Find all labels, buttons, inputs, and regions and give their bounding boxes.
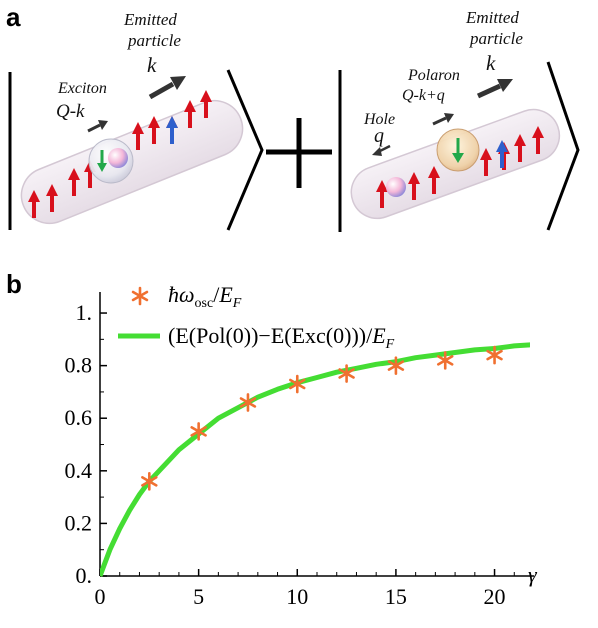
spin-up-icon (68, 168, 80, 196)
x-tick-label: 0 (95, 584, 106, 609)
polaron-label: Polaron (407, 67, 460, 84)
polaron-momentum: Q-k+q (402, 87, 445, 104)
left-emitted-momentum: k (147, 53, 157, 77)
spin-up-icon (184, 100, 196, 128)
data-point-asterisk (141, 472, 158, 491)
x-tick-label: 5 (193, 584, 204, 609)
data-point-asterisk (338, 364, 355, 383)
left-emitted-label-line1: Emitted (123, 10, 177, 29)
right-emitted-momentum: k (486, 51, 496, 75)
hole-momentum: q (374, 125, 384, 147)
y-tick-label: 1. (76, 300, 93, 325)
spin-up-icon (408, 172, 420, 200)
spin-up-icon (148, 116, 160, 144)
data-point-asterisk (387, 356, 405, 375)
y-tick-label: 0.6 (65, 405, 93, 430)
panel-b-letter: b (6, 269, 22, 299)
legend-asterisk-marker (131, 286, 149, 306)
exciton-hole-ball (108, 148, 128, 168)
series-oscillation-frequency (141, 345, 503, 491)
hole-momentum-arrow-icon (372, 144, 391, 156)
spin-up-icon (200, 90, 212, 118)
exciton-momentum: Q-k (56, 101, 85, 122)
x-tick-label: 20 (484, 584, 506, 609)
data-point-asterisk (436, 351, 454, 370)
data-point-asterisk (289, 374, 306, 394)
y-axis-ticks: 0. 0.2 0.4 0.6 0.8 1. (65, 300, 107, 588)
legend-entry-oscillation: ħωosc/EF (168, 282, 242, 311)
left-spin-chain (28, 90, 212, 218)
spin-up-icon (514, 134, 526, 162)
x-axis-label: γ (528, 562, 538, 587)
spin-up-icon (376, 180, 388, 208)
left-state-ket: Emitted particle k Exciton Q-k (8, 10, 264, 231)
x-axis-ticks: 0 5 10 15 20 (95, 569, 515, 609)
right-emitted-label-line1: Emitted (465, 8, 519, 27)
right-emitted-label-line2: particle (469, 29, 523, 48)
hole-label: Hole (363, 111, 395, 128)
x-tick-label: 15 (385, 584, 407, 609)
left-emitted-label-line2: particle (127, 31, 181, 50)
emitted-particle-arrow-icon (148, 76, 186, 100)
chart-legend: ħωosc/EF (E(Pol(0))−E(Exc(0)))/EF (118, 282, 395, 352)
spin-up-icon (132, 122, 144, 150)
polaron-impurity-spin-icon (452, 138, 464, 163)
exciton-impurity-spin-icon (97, 150, 107, 172)
superposition-plus-icon (266, 118, 332, 188)
spin-up-icon (532, 126, 544, 154)
data-point-asterisk (486, 345, 503, 365)
data-point-asterisk (239, 393, 257, 412)
hole-ball (386, 177, 406, 197)
data-point-asterisk (190, 422, 207, 441)
y-tick-label: 0. (76, 563, 93, 588)
exciton-momentum-arrow-icon (87, 120, 108, 133)
spin-up-blue-icon (496, 140, 508, 168)
spin-up-icon (428, 166, 440, 194)
y-tick-label: 0.4 (65, 458, 93, 483)
polaron-momentum-arrow-icon (432, 113, 454, 126)
right-spin-chain (376, 126, 544, 208)
spin-up-icon (480, 148, 492, 176)
energy-chart: 0. 0.2 0.4 0.6 0.8 1. 0 5 10 15 20 ħωosc/EF (E(Po… (65, 282, 539, 609)
series-energy-difference (100, 342, 530, 577)
energy-difference-line (100, 342, 530, 577)
right-state-ket: Emitted particle k Polaron Q-k+q Hole q (338, 8, 580, 232)
x-tick-label: 10 (286, 584, 308, 609)
spin-up-icon (46, 184, 58, 212)
legend-asterisk-icon (131, 286, 149, 306)
y-tick-label: 0.2 (65, 510, 93, 535)
legend-entry-energy: (E(Pol(0))−E(Exc(0)))/EF (168, 323, 395, 352)
spin-up-blue-icon (166, 116, 178, 144)
left-ket-angle (226, 69, 264, 231)
panel-a-letter: a (6, 2, 21, 32)
spin-up-icon (28, 190, 40, 218)
right-emitted-particle-arrow-icon (476, 79, 513, 99)
exciton-label: Exciton (57, 80, 107, 97)
right-ket-angle (546, 61, 580, 231)
y-tick-label: 0.8 (65, 353, 93, 378)
